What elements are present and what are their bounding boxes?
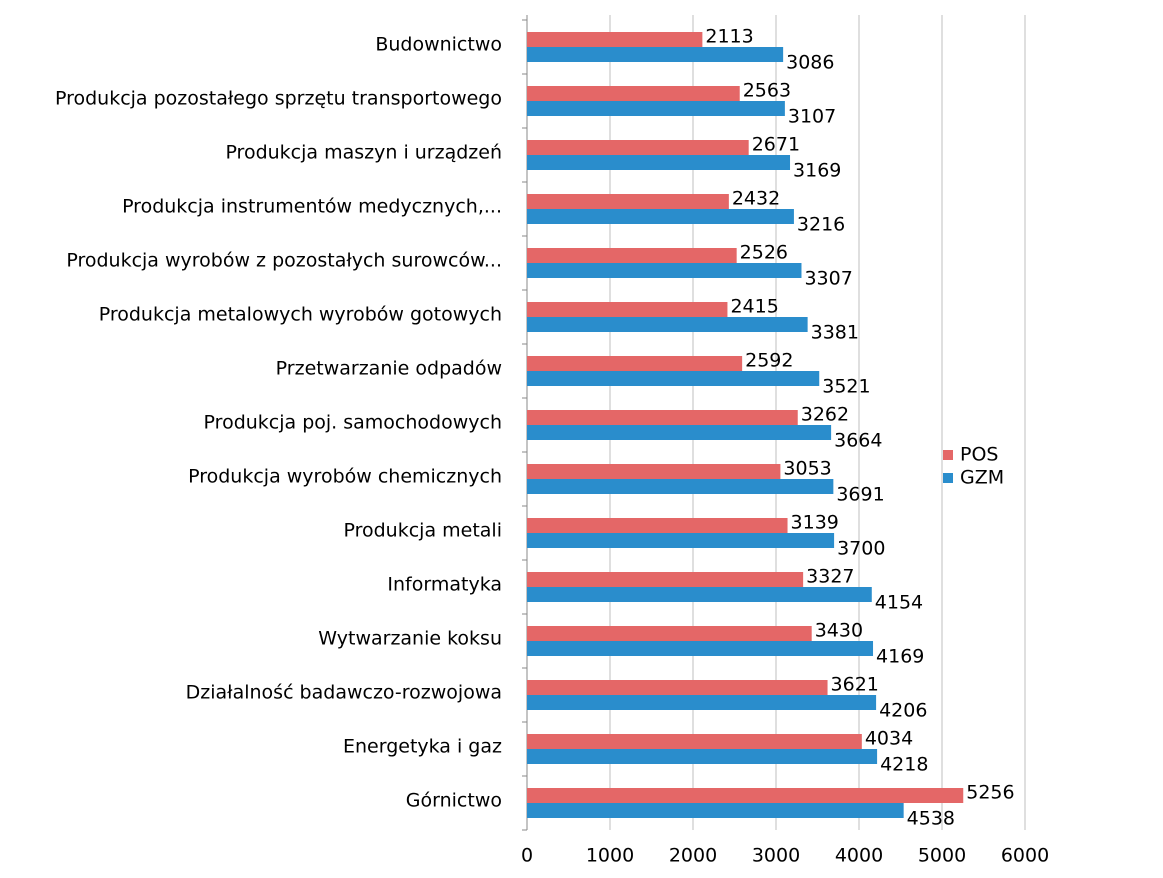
data-label: 3086 [786, 52, 834, 74]
legend-swatch [943, 450, 953, 460]
y-tick-label: Produkcja wyrobów chemicznych [188, 466, 502, 488]
y-tick-label: Przetwarzanie odpadów [276, 358, 502, 380]
legend-label: GZM [960, 467, 1004, 489]
y-tick-label: Wytwarzanie koksu [318, 628, 502, 650]
y-tick-label: Produkcja instrumentów medycznych,... [122, 196, 502, 218]
data-label: 3381 [811, 322, 859, 344]
bar [527, 248, 737, 263]
bar [527, 86, 740, 101]
data-label: 3053 [783, 458, 831, 480]
data-label: 2432 [732, 188, 780, 210]
data-label: 3521 [822, 376, 870, 398]
bar [527, 680, 828, 695]
bar [527, 47, 784, 62]
data-label: 2526 [740, 242, 788, 264]
bar [527, 788, 964, 803]
bar [527, 209, 794, 224]
y-tick-label: Budownictwo [375, 34, 502, 56]
y-tick-label: Produkcja maszyn i urządzeń [225, 142, 502, 164]
x-tick-label: 6000 [1001, 845, 1049, 867]
y-tick-label: Produkcja poj. samochodowych [204, 412, 502, 434]
data-label: 3430 [815, 620, 863, 642]
data-label: 4034 [865, 728, 913, 750]
bar [527, 572, 804, 587]
bar [527, 140, 749, 155]
bar [527, 356, 743, 371]
y-tick-label: Energetyka i gaz [343, 736, 502, 758]
data-label: 2415 [730, 296, 778, 318]
y-tick-label: Produkcja wyrobów z pozostałych surowców… [66, 250, 502, 272]
bar [527, 371, 820, 386]
data-label: 2563 [743, 80, 791, 102]
data-label: 4218 [880, 754, 928, 776]
x-tick-label: 0 [521, 845, 533, 867]
x-tick-label: 4000 [835, 845, 883, 867]
bar [527, 263, 802, 278]
x-tick-label: 1000 [586, 845, 634, 867]
bar [527, 626, 812, 641]
data-label: 3664 [834, 430, 882, 452]
bar [527, 410, 798, 425]
bar [527, 32, 703, 47]
y-tick-label: Górnictwo [406, 790, 502, 812]
data-label: 2113 [705, 26, 753, 48]
data-label: 3621 [831, 674, 879, 696]
data-label: 4538 [907, 808, 955, 830]
legend-swatch [943, 473, 953, 483]
bar [527, 425, 832, 440]
data-label: 3307 [804, 268, 852, 290]
y-tick-label: Produkcja metalowych wyrobów gotowych [99, 304, 502, 326]
data-label: 3262 [801, 404, 849, 426]
data-label: 3216 [797, 214, 845, 236]
bar [527, 734, 862, 749]
data-label: 2592 [745, 350, 793, 372]
bar [527, 317, 808, 332]
data-label: 2671 [752, 134, 800, 156]
bar [527, 803, 904, 818]
data-label: 5256 [966, 782, 1014, 804]
data-label: 3139 [791, 512, 839, 534]
data-label: 3700 [837, 538, 885, 560]
data-label: 4206 [879, 700, 927, 722]
bar [527, 194, 729, 209]
bar [527, 695, 877, 710]
bar [527, 533, 835, 548]
y-tick-label: Produkcja pozostałego sprzętu transporto… [55, 88, 502, 110]
bar [527, 749, 878, 764]
data-label: 3107 [788, 106, 836, 128]
data-label: 3169 [793, 160, 841, 182]
data-label: 4154 [875, 592, 923, 614]
bar [527, 479, 834, 494]
bar [527, 155, 791, 170]
bar [527, 101, 785, 116]
data-label: 3691 [836, 484, 884, 506]
data-label: 4169 [876, 646, 924, 668]
x-tick-label: 3000 [752, 845, 800, 867]
x-tick-label: 2000 [669, 845, 717, 867]
y-tick-label: Produkcja metali [343, 520, 502, 542]
bar [527, 587, 872, 602]
bar [527, 641, 874, 656]
bar [527, 518, 788, 533]
y-tick-label: Działalność badawczo-rozwojowa [186, 682, 502, 704]
bar [527, 464, 781, 479]
x-tick-label: 5000 [918, 845, 966, 867]
data-label: 3327 [806, 566, 854, 588]
bar [527, 302, 728, 317]
legend-label: POS [960, 444, 998, 466]
y-tick-label: Informatyka [387, 574, 502, 596]
